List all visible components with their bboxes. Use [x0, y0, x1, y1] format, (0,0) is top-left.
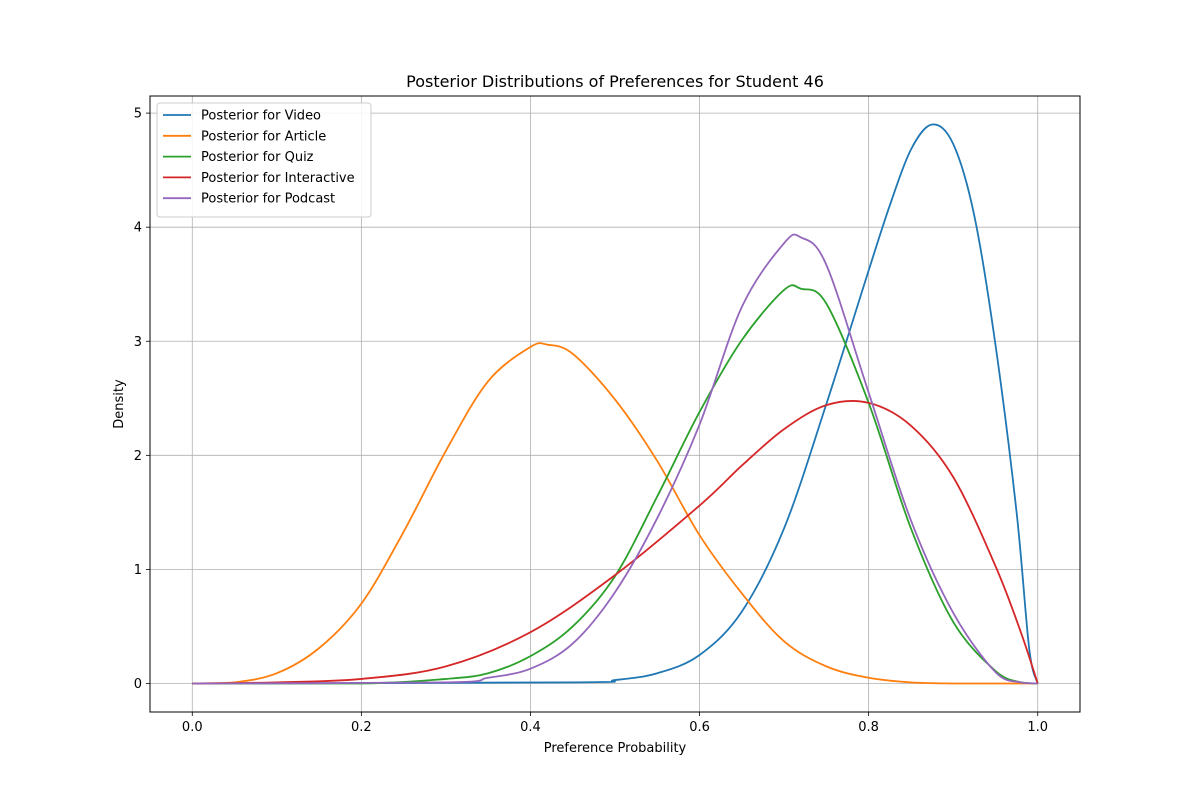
x-tick-label: 0.4 [520, 720, 541, 735]
legend-label: Posterior for Interactive [201, 171, 355, 186]
legend-label: Posterior for Quiz [201, 150, 314, 165]
x-tick-label: 1.0 [1027, 720, 1048, 735]
series-group [192, 123, 1039, 685]
y-axis-label: Density [112, 379, 127, 429]
x-tick-label: 0.8 [858, 720, 879, 735]
legend: Posterior for Video Posterior for Article… [156, 102, 372, 218]
y-tick-label: 2 [134, 449, 142, 464]
x-tick-label: 0.6 [689, 720, 710, 735]
legend-label: Posterior for Podcast [201, 192, 335, 207]
ticks: 0.0 0.2 0.4 0.6 0.8 1.0 0 1 2 3 4 5 [134, 107, 1048, 735]
y-tick-label: 0 [134, 677, 142, 692]
legend-box [156, 102, 372, 218]
plot-frame [149, 95, 1081, 713]
series-line-4 [192, 400, 1039, 685]
chart-title: Posterior Distributions of Preferences f… [406, 72, 824, 91]
series-line-1 [192, 123, 1039, 685]
y-tick-label: 1 [134, 563, 142, 578]
series-line-3 [192, 284, 1038, 685]
series-line-2 [192, 342, 1038, 685]
y-tick-label: 4 [134, 221, 142, 236]
grid [150, 96, 1080, 712]
series-line-5 [192, 233, 1038, 685]
x-tick-label: 0.0 [182, 720, 203, 735]
y-tick-label: 5 [134, 107, 142, 122]
x-tick-label: 0.2 [351, 720, 372, 735]
legend-label: Posterior for Video [201, 109, 321, 124]
legend-label: Posterior for Article [201, 129, 326, 144]
y-tick-label: 3 [134, 335, 142, 350]
x-axis-label: Preference Probability [544, 741, 687, 756]
